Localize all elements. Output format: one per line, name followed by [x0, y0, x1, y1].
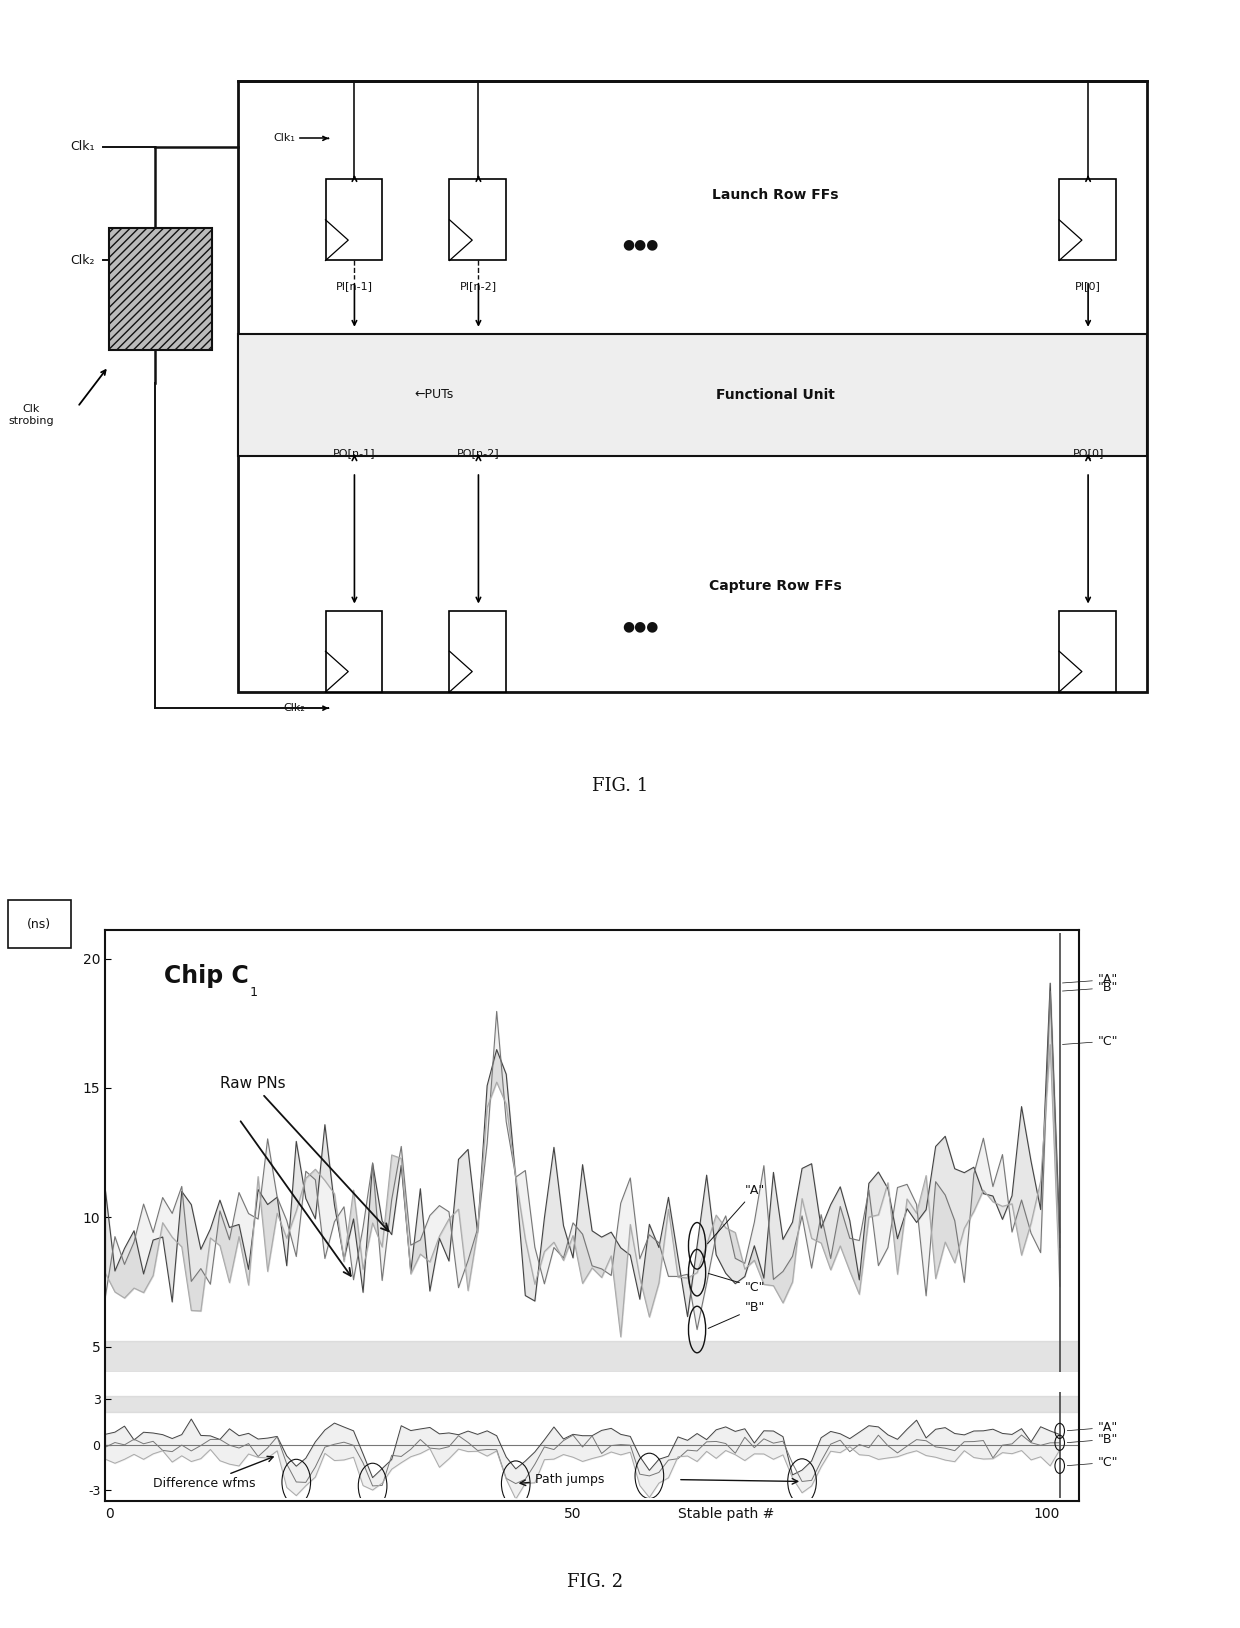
Bar [325, 610, 382, 692]
Text: Clk
strobing: Clk strobing [9, 404, 53, 427]
Bar [238, 334, 1147, 456]
Text: ●●●: ●●● [622, 238, 658, 251]
Text: ●●●: ●●● [622, 620, 658, 633]
Text: Raw PNs: Raw PNs [219, 1076, 388, 1231]
Bar [1059, 610, 1116, 692]
Text: 50: 50 [564, 1508, 582, 1521]
Bar [105, 1397, 1079, 1411]
Text: Clk₂: Clk₂ [284, 703, 305, 713]
Text: "A": "A" [708, 1184, 765, 1244]
Text: Stable path #: Stable path # [677, 1508, 774, 1521]
Text: "B": "B" [1068, 1433, 1118, 1446]
Bar [1059, 179, 1116, 260]
Text: Functional Unit: Functional Unit [715, 387, 835, 402]
Bar [449, 179, 506, 260]
Text: Path jumps: Path jumps [520, 1473, 604, 1486]
Text: Clk₁: Clk₁ [71, 140, 95, 153]
Text: Clk₁: Clk₁ [273, 133, 295, 143]
Text: PO[n-2]: PO[n-2] [458, 448, 500, 457]
Text: Chip C: Chip C [164, 964, 248, 988]
Text: PI[n-2]: PI[n-2] [460, 280, 497, 291]
Text: "A": "A" [1063, 974, 1118, 987]
Text: Difference wfms: Difference wfms [153, 1457, 273, 1490]
Text: FIG. 2: FIG. 2 [567, 1573, 624, 1592]
Text: 0: 0 [105, 1508, 114, 1521]
Text: "A": "A" [1068, 1421, 1118, 1434]
Bar [238, 81, 1147, 692]
Text: PI[0]: PI[0] [1075, 280, 1101, 291]
Text: PO[n-1]: PO[n-1] [334, 448, 376, 457]
Text: $_1$: $_1$ [249, 982, 258, 1000]
FancyBboxPatch shape [9, 900, 72, 947]
Text: (ns): (ns) [27, 918, 51, 931]
Text: "C": "C" [1063, 1035, 1118, 1048]
Text: "C": "C" [708, 1273, 765, 1294]
Text: Clk₂: Clk₂ [71, 254, 95, 267]
Text: "B": "B" [708, 1301, 765, 1328]
Text: 100: 100 [1033, 1508, 1060, 1521]
Text: Capture Row FFs: Capture Row FFs [708, 580, 842, 593]
Bar [105, 1341, 1079, 1372]
Bar [325, 179, 382, 260]
Text: "C": "C" [1068, 1455, 1118, 1468]
Text: (ns): (ns) [24, 902, 51, 915]
Text: ←PUTs: ←PUTs [414, 389, 454, 400]
Text: FIG. 1: FIG. 1 [591, 777, 649, 794]
Text: PO[0]: PO[0] [1073, 448, 1104, 457]
Bar [109, 228, 212, 350]
Text: PI[n-1]: PI[n-1] [336, 280, 373, 291]
Text: Launch Row FFs: Launch Row FFs [712, 189, 838, 202]
Text: "B": "B" [1063, 982, 1118, 995]
Bar [449, 610, 506, 692]
